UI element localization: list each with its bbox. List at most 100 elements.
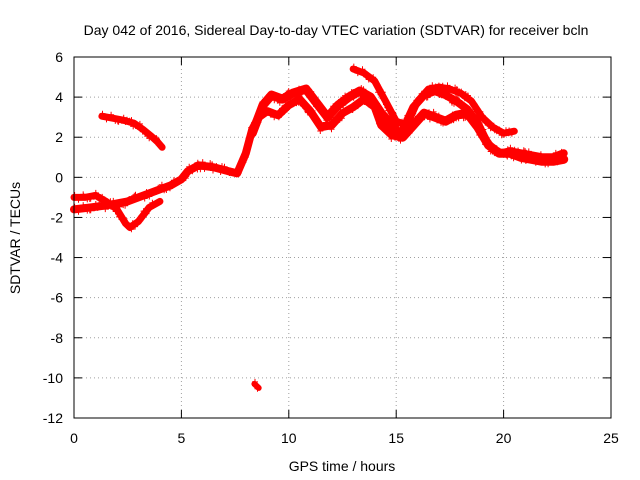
data-point xyxy=(449,111,456,118)
data-point xyxy=(397,122,404,129)
data-point xyxy=(166,182,173,189)
data-point xyxy=(266,95,273,102)
data-point xyxy=(91,193,97,200)
data-point xyxy=(477,108,484,115)
data-point xyxy=(434,117,441,124)
data-point xyxy=(108,114,115,121)
data-point xyxy=(383,101,389,108)
data-point xyxy=(314,119,320,126)
data-point xyxy=(379,89,386,96)
data-point xyxy=(492,147,499,154)
data-point xyxy=(172,180,179,187)
data-point xyxy=(462,114,469,121)
data-point xyxy=(256,113,263,120)
data-point xyxy=(557,154,564,161)
data-point xyxy=(99,110,106,117)
data-point xyxy=(199,159,206,166)
data-point xyxy=(175,178,182,185)
data-point xyxy=(240,159,247,166)
data-point xyxy=(430,108,437,115)
data-point xyxy=(259,99,266,105)
y-tick-label: -8 xyxy=(51,330,64,346)
data-point xyxy=(323,117,330,124)
data-point xyxy=(411,106,418,113)
data-point xyxy=(383,120,390,127)
data-point xyxy=(487,125,494,132)
data-point xyxy=(388,136,395,142)
data-point xyxy=(194,159,201,166)
data-point xyxy=(312,115,319,122)
data-point xyxy=(551,156,558,163)
x-tick-label: 0 xyxy=(70,430,78,446)
data-point xyxy=(343,98,350,105)
data-point xyxy=(376,117,383,124)
data-point xyxy=(476,132,483,138)
data-point xyxy=(285,104,292,111)
data-point xyxy=(131,192,138,199)
data-point xyxy=(453,86,460,92)
data-point xyxy=(129,196,136,203)
data-point xyxy=(391,123,398,130)
data-point xyxy=(425,89,431,96)
data-point xyxy=(168,183,175,190)
data-point xyxy=(410,110,417,117)
data-point xyxy=(421,114,428,121)
y-tick-label: 0 xyxy=(55,169,63,185)
data-point xyxy=(350,94,357,101)
data-point xyxy=(354,103,361,110)
data-point xyxy=(72,194,79,201)
series-track-b xyxy=(247,84,569,168)
data-point xyxy=(246,138,253,145)
data-point xyxy=(350,63,357,70)
data-point xyxy=(237,164,244,171)
data-point xyxy=(435,112,442,119)
y-axis-title: SDTVAR / TECUs xyxy=(7,182,23,294)
x-tick-label: 20 xyxy=(496,430,512,446)
x-tick-label: 5 xyxy=(178,430,186,446)
data-point xyxy=(180,175,186,182)
y-tick-label: -4 xyxy=(51,250,64,266)
data-point xyxy=(340,102,347,109)
data-point xyxy=(210,167,216,174)
data-point xyxy=(235,170,242,177)
data-point xyxy=(157,143,164,150)
data-point xyxy=(92,189,99,196)
data-point xyxy=(426,116,433,123)
data-point xyxy=(351,67,358,74)
data-point xyxy=(454,92,461,99)
y-tick-label: -10 xyxy=(43,370,63,386)
data-point xyxy=(133,220,140,227)
data-point xyxy=(368,93,375,100)
data-point xyxy=(374,100,380,107)
data-point xyxy=(428,85,435,92)
data-point xyxy=(552,149,559,156)
data-point xyxy=(520,147,527,154)
data-point xyxy=(276,99,283,106)
series-track-c xyxy=(349,63,518,139)
y-tick-label: -6 xyxy=(51,290,64,306)
data-point xyxy=(275,114,282,121)
data-point xyxy=(296,85,302,92)
data-point xyxy=(307,91,314,98)
data-point xyxy=(123,222,130,229)
data-point xyxy=(294,92,301,99)
x-tick-label: 15 xyxy=(388,430,404,446)
data-point xyxy=(471,119,478,126)
data-point xyxy=(510,155,517,162)
data-point xyxy=(405,119,412,126)
data-point xyxy=(390,111,397,118)
data-point xyxy=(444,82,451,89)
data-point xyxy=(376,104,383,111)
x-axis-labels: 0 5 10 15 20 25 xyxy=(70,430,619,446)
y-axis-labels: 6 4 2 0 -2 -4 -6 -8 -10 -12 xyxy=(43,49,63,426)
data-point xyxy=(451,100,457,107)
data-point xyxy=(506,127,513,134)
data-point xyxy=(121,217,128,224)
data-point xyxy=(122,202,129,209)
data-point xyxy=(265,107,272,114)
data-point xyxy=(137,217,144,224)
data-point xyxy=(136,120,143,127)
data-point xyxy=(370,101,377,108)
data-point xyxy=(360,86,367,93)
data-point xyxy=(128,226,135,233)
